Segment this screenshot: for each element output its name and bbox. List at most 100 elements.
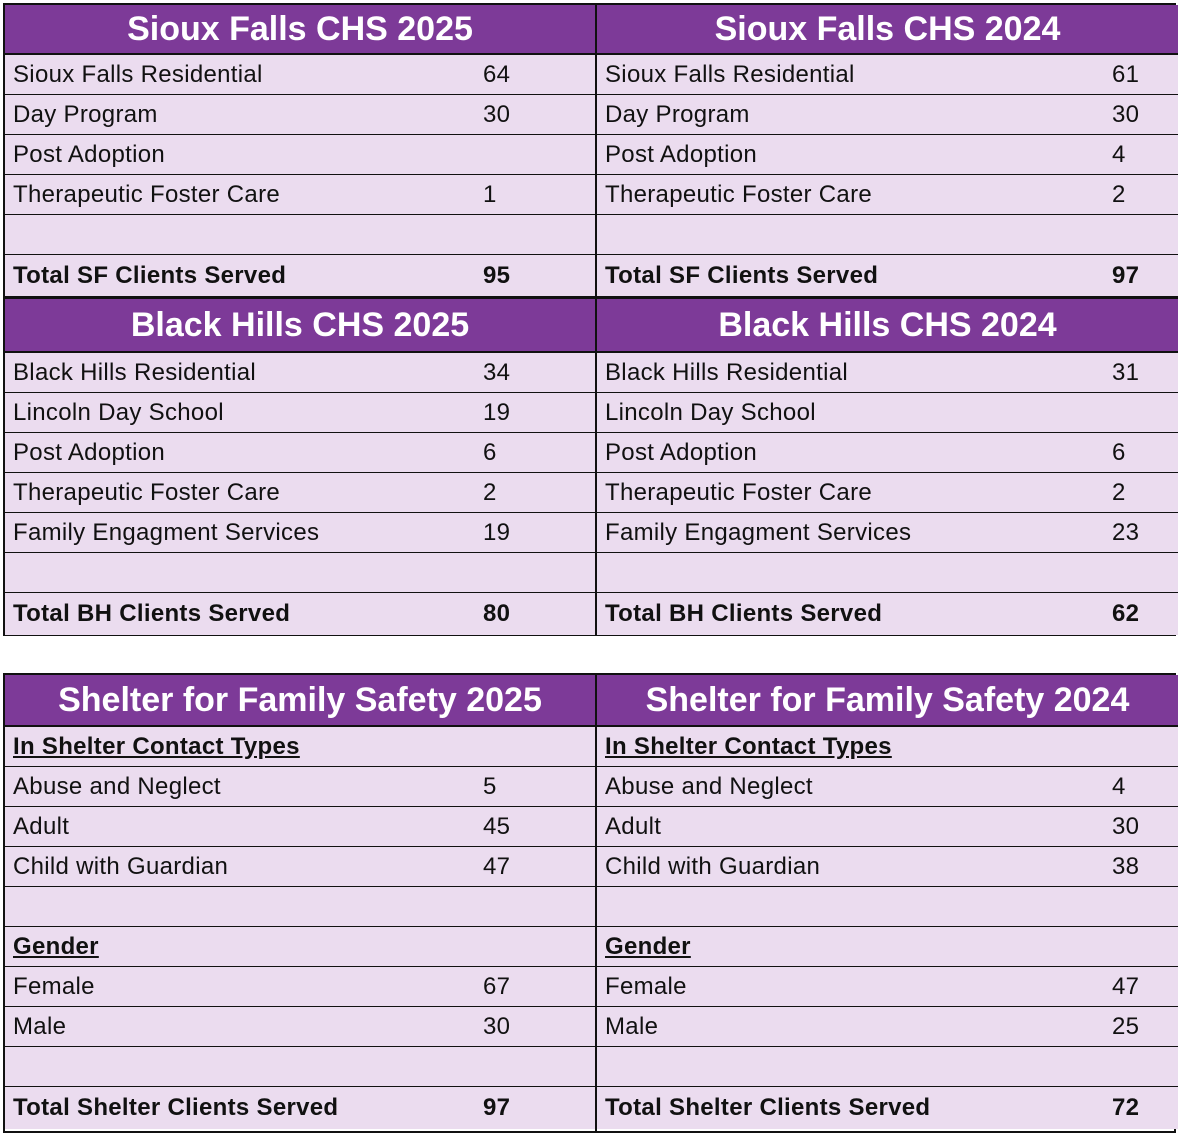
row-value: 1 (483, 180, 497, 208)
row-label: Child with Guardian (13, 852, 229, 880)
section-heading: Gender (605, 932, 691, 960)
row-label: Male (13, 1012, 67, 1040)
table-row: Family Engagment Services 23 (597, 513, 1178, 553)
table-row: Family Engagment Services 19 (5, 513, 595, 553)
row-value: 30 (483, 1012, 511, 1040)
row-value: 47 (1112, 972, 1140, 1000)
table-row: Day Program 30 (5, 95, 595, 135)
row-label: Male (605, 1012, 659, 1040)
table-row: Child with Guardian 38 (597, 847, 1178, 887)
section-heading: In Shelter Contact Types (605, 732, 892, 760)
table-row: Post Adoption 6 (597, 433, 1178, 473)
shelter-2025-title: Shelter for Family Safety 2025 (5, 675, 595, 727)
row-value: 6 (483, 438, 497, 466)
row-label: Lincoln Day School (605, 398, 816, 426)
total-value: 95 (483, 261, 511, 289)
contact-types-heading: In Shelter Contact Types (5, 727, 595, 767)
table-row: Sioux Falls Residential 61 (597, 55, 1178, 95)
row-label: Sioux Falls Residential (13, 60, 263, 88)
row-label: Abuse and Neglect (13, 772, 221, 800)
row-value: 23 (1112, 518, 1140, 546)
table-row: Male 25 (597, 1007, 1178, 1047)
row-value: 30 (1112, 100, 1140, 128)
section-heading: Gender (13, 932, 99, 960)
gender-heading: Gender (597, 927, 1178, 967)
shelter-2024-column: Shelter for Family Safety 2024 In Shelte… (595, 675, 1178, 1131)
table-row: Day Program 30 (597, 95, 1178, 135)
table-row-blank (597, 1047, 1178, 1087)
row-label: Black Hills Residential (605, 358, 848, 386)
table-row: Therapeutic Foster Care 1 (5, 175, 595, 215)
table-row: Abuse and Neglect 5 (5, 767, 595, 807)
chs-2025-column: Sioux Falls CHS 2025 Sioux Falls Residen… (5, 5, 595, 635)
total-value: 97 (1112, 261, 1140, 289)
row-label: Black Hills Residential (13, 358, 256, 386)
row-label: Female (605, 972, 687, 1000)
table-row-blank (5, 1047, 595, 1087)
table-row: Post Adoption (5, 135, 595, 175)
row-value: 47 (483, 852, 511, 880)
row-label: Post Adoption (605, 140, 758, 168)
sf-2025-total-row: Total SF Clients Served 95 (5, 255, 595, 297)
total-label: Total Shelter Clients Served (13, 1094, 339, 1121)
table-row-blank (597, 553, 1178, 593)
row-value: 30 (483, 100, 511, 128)
table-row: Sioux Falls Residential 64 (5, 55, 595, 95)
row-value: 61 (1112, 60, 1140, 88)
bh-2025-title: Black Hills CHS 2025 (5, 297, 595, 353)
shelter-2024-title: Shelter for Family Safety 2024 (597, 675, 1178, 727)
row-value: 4 (1112, 772, 1126, 800)
row-value: 67 (483, 972, 511, 1000)
row-value: 4 (1112, 140, 1126, 168)
row-label: Therapeutic Foster Care (13, 180, 281, 208)
sf-2024-title: Sioux Falls CHS 2024 (597, 5, 1178, 55)
table-row: Female 47 (597, 967, 1178, 1007)
table-row-blank (597, 887, 1178, 927)
row-value: 19 (483, 518, 511, 546)
row-label: Day Program (605, 100, 750, 128)
gender-heading: Gender (5, 927, 595, 967)
bh-2025-total-row: Total BH Clients Served 80 (5, 593, 595, 635)
row-value: 2 (483, 478, 497, 506)
table-row: Lincoln Day School (597, 393, 1178, 433)
contact-types-heading: In Shelter Contact Types (597, 727, 1178, 767)
total-label: Total SF Clients Served (13, 261, 287, 289)
table-row-blank (5, 553, 595, 593)
shelter-2025-column: Shelter for Family Safety 2025 In Shelte… (5, 675, 595, 1131)
row-label: Post Adoption (605, 438, 758, 466)
table-row: Black Hills Residential 34 (5, 353, 595, 393)
row-label: Therapeutic Foster Care (605, 180, 873, 208)
table-row: Child with Guardian 47 (5, 847, 595, 887)
bh-2024-total-row: Total BH Clients Served 62 (597, 593, 1178, 635)
row-label: Therapeutic Foster Care (13, 478, 281, 506)
row-label: Sioux Falls Residential (605, 60, 855, 88)
bh-2024-title: Black Hills CHS 2024 (597, 297, 1178, 353)
row-label: Post Adoption (13, 140, 166, 168)
table-row: Male 30 (5, 1007, 595, 1047)
table-row: Abuse and Neglect 4 (597, 767, 1178, 807)
total-value: 72 (1112, 1094, 1140, 1121)
total-label: Total SF Clients Served (605, 261, 879, 289)
row-value: 5 (483, 772, 497, 800)
row-label: Child with Guardian (605, 852, 821, 880)
table-row: Female 67 (5, 967, 595, 1007)
shelter-summary-table: Shelter for Family Safety 2025 In Shelte… (3, 673, 1178, 1133)
row-label: Female (13, 972, 95, 1000)
row-value: 6 (1112, 438, 1126, 466)
row-label: Day Program (13, 100, 158, 128)
total-value: 62 (1112, 600, 1140, 627)
sf-2024-total-row: Total SF Clients Served 97 (597, 255, 1178, 297)
row-label: Lincoln Day School (13, 398, 224, 426)
row-value: 19 (483, 398, 511, 426)
table-row-blank (5, 215, 595, 255)
chs-summary-table: Sioux Falls CHS 2025 Sioux Falls Residen… (3, 3, 1178, 636)
row-label: Family Engagment Services (605, 518, 912, 546)
shelter-2024-total-row: Total Shelter Clients Served 72 (597, 1087, 1178, 1129)
row-label: Adult (605, 812, 662, 840)
row-value: 64 (483, 60, 511, 88)
total-label: Total BH Clients Served (13, 600, 291, 627)
table-row-blank (597, 215, 1178, 255)
sf-2025-title: Sioux Falls CHS 2025 (5, 5, 595, 55)
row-value: 2 (1112, 478, 1126, 506)
total-label: Total Shelter Clients Served (605, 1094, 931, 1121)
